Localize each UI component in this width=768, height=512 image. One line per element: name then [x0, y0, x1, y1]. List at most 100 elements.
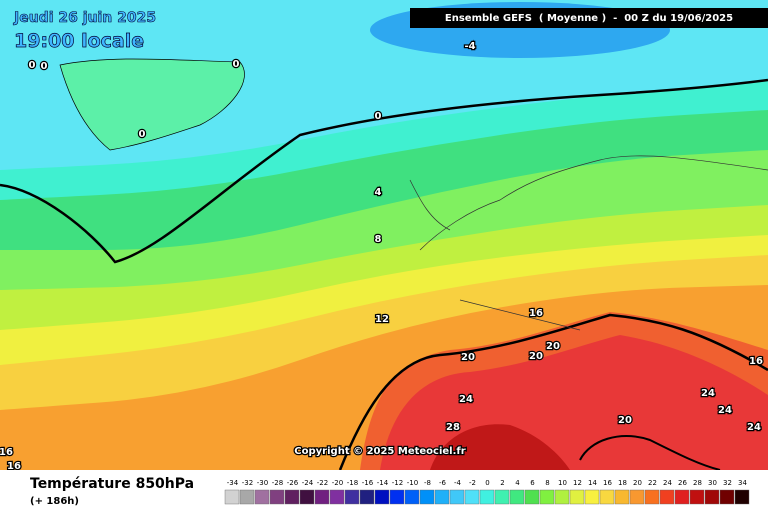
scale-swatch: [569, 489, 585, 505]
scale-label: -2: [469, 479, 476, 487]
scale-swatch: [269, 489, 285, 505]
scale-swatch: [329, 489, 345, 505]
contour-label: 20: [461, 352, 475, 363]
scale-label: -12: [392, 479, 403, 487]
scale-swatch: [644, 489, 660, 505]
scale-swatch: [284, 489, 300, 505]
scale-label: -26: [287, 479, 299, 487]
scale-label: 18: [618, 479, 627, 487]
contour-label: 16: [0, 447, 13, 458]
scale-label: -18: [347, 479, 358, 487]
contour-label: 20: [618, 415, 632, 426]
scale-swatch: [659, 489, 675, 505]
scale-swatch: [509, 489, 525, 505]
scale-label: 10: [558, 479, 567, 487]
contour-label: 0: [233, 59, 240, 70]
lead-time: (+ 186h): [30, 496, 79, 507]
contour-label: 0: [375, 111, 382, 122]
scale-swatch: [389, 489, 405, 505]
scale-label: -16: [362, 479, 374, 487]
scale-label: 34: [738, 479, 747, 487]
scale-label: -6: [439, 479, 447, 487]
scale-swatch: [359, 489, 375, 505]
scale-swatch: [689, 489, 705, 505]
scale-swatch: [734, 489, 750, 505]
scale-label: -24: [302, 479, 314, 487]
scale-swatch: [479, 489, 495, 505]
coastlines: [409, 155, 768, 331]
scale-label: -14: [377, 479, 389, 487]
scale-label: 30: [708, 479, 717, 487]
scale-label: 2: [500, 479, 504, 487]
scale-label: 12: [573, 479, 582, 487]
contour-label: 20: [546, 341, 560, 352]
forecast-date: Jeudi 26 juin 2025: [13, 10, 156, 26]
contour-twenty: [338, 313, 768, 471]
scale-label: -4: [454, 479, 462, 487]
contour-label: 4: [375, 187, 382, 198]
scale-label: 8: [545, 479, 549, 487]
contour-label: 24: [747, 422, 761, 433]
run-box: [410, 8, 768, 28]
contour-twenty-east: [579, 435, 721, 471]
contour-label: 28: [446, 422, 460, 433]
scale-swatch: [629, 489, 645, 505]
contour-label: 24: [701, 388, 715, 399]
footer-title: Température 850hPa: [30, 476, 194, 492]
scale-swatch: [314, 489, 330, 505]
contour-label: 20: [529, 351, 543, 362]
scale-label: 16: [603, 479, 612, 487]
contour-zero: [0, 78, 768, 264]
scale-label: 14: [588, 479, 597, 487]
contour-label: 16: [7, 461, 21, 472]
scale-swatch: [374, 489, 390, 505]
scale-swatch: [599, 489, 615, 505]
scale-swatch: [404, 489, 420, 505]
scale-label: -22: [317, 479, 328, 487]
contour-label: 16: [749, 356, 763, 367]
contour-label: 0: [139, 129, 146, 140]
scale-label: 32: [723, 479, 732, 487]
contour-label: 8: [375, 234, 382, 245]
contour-label: 0: [41, 61, 48, 72]
scale-swatch: [239, 489, 255, 505]
greenland: [59, 58, 245, 151]
scale-swatch: [419, 489, 435, 505]
scale-swatch: [434, 489, 450, 505]
copyright: Copyright © 2025 Meteociel.fr: [294, 446, 465, 457]
contour-label: 0: [29, 60, 36, 71]
scale-swatch: [614, 489, 630, 505]
scale-label: -20: [332, 479, 343, 487]
scale-label: 24: [663, 479, 672, 487]
scale-label: -34: [227, 479, 239, 487]
contour-label: -4: [464, 41, 475, 52]
scale-label: -10: [407, 479, 418, 487]
forecast-time: 19:00 locale: [14, 30, 144, 52]
scale-swatch: [524, 489, 540, 505]
scale-swatch: [719, 489, 735, 505]
hot-core: [430, 424, 570, 470]
scale-swatch: [584, 489, 600, 505]
scale-swatch: [674, 489, 690, 505]
scale-label: -30: [257, 479, 268, 487]
run-info: Ensemble GEFS ( Moyenne ) - 00 Z du 19/0…: [445, 13, 733, 24]
scale-swatch: [494, 489, 510, 505]
scale-label: 4: [515, 479, 520, 487]
scale-swatch: [224, 489, 240, 505]
scale-swatch: [464, 489, 480, 505]
scale-label: -28: [272, 479, 283, 487]
scale-label: 22: [648, 479, 657, 487]
scale-label: -8: [424, 479, 431, 487]
scale-swatch: [344, 489, 360, 505]
color-scale: -34 -32 -30 -28 -26 -24 -22 -20 -18 -16 -14 -12 -10-…: [224, 479, 750, 505]
scale-swatch: [704, 489, 720, 505]
scale-label: 28: [693, 479, 702, 487]
contour-label: 12: [375, 314, 389, 325]
scale-label: -32: [242, 479, 253, 487]
scale-swatch: [539, 489, 555, 505]
scale-label: 26: [678, 479, 687, 487]
contour-label: 16: [529, 308, 543, 319]
contour-label: 24: [718, 405, 732, 416]
